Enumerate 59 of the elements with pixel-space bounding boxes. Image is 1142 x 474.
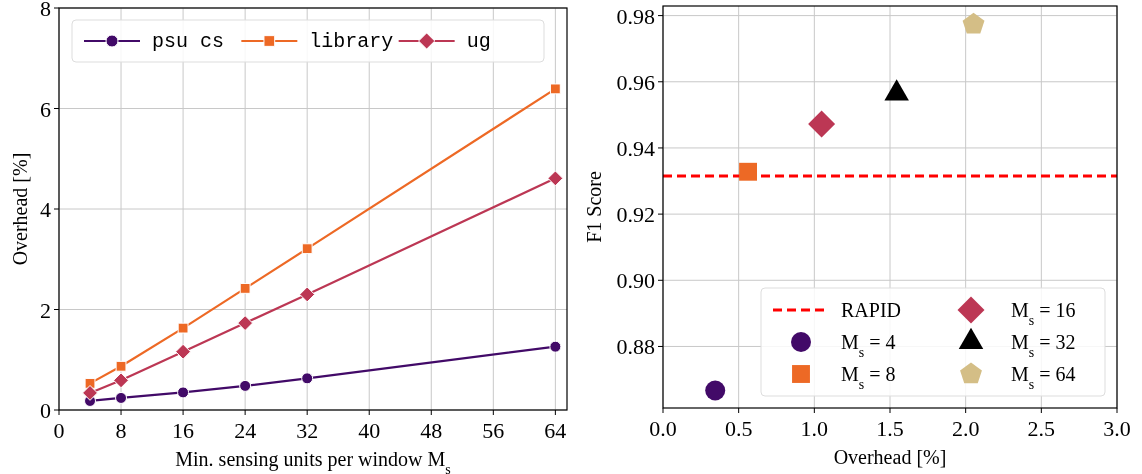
y-tick-label: 4	[40, 197, 51, 222]
x-tick-label: 64	[544, 418, 567, 443]
legend-label: ug	[466, 30, 491, 53]
y-tick-label: 0.94	[616, 135, 655, 161]
x-tick-label: 24	[234, 418, 257, 443]
point	[115, 391, 128, 404]
y-axis-title: F1 Score	[583, 171, 605, 243]
x-tick-label: 3.0	[1103, 416, 1131, 441]
point	[301, 372, 314, 385]
y-tick-label: 6	[40, 96, 51, 122]
x-tick-label: 0.0	[649, 416, 677, 441]
x-tick-label: 16	[172, 418, 195, 443]
point	[177, 322, 189, 334]
x-tick-label: 2.0	[951, 416, 980, 441]
y-tick-label: 0.88	[616, 334, 655, 360]
point	[549, 340, 562, 353]
legend-label: RAPID	[841, 299, 902, 321]
y-tick-label: 0.92	[616, 202, 655, 228]
point	[82, 384, 98, 401]
point	[705, 380, 726, 401]
point	[113, 372, 129, 389]
x-tick-label: 2.5	[1027, 416, 1056, 441]
legend-label: library	[309, 30, 394, 53]
y-tick-label: 2	[40, 297, 51, 323]
point	[549, 83, 561, 95]
legend-label: M$_{s}$ = 64	[1011, 363, 1076, 392]
y-tick-label: 0	[40, 398, 51, 423]
y-axis-title: Overhead [%]	[9, 152, 31, 266]
x-axis-title: Min. sensing units per window M$_{s}$	[175, 448, 451, 474]
point	[237, 315, 254, 331]
legend-label: M$_{s}$ = 4	[841, 331, 896, 360]
point	[239, 282, 251, 294]
y-tick-label: 8	[40, 0, 51, 21]
point	[547, 170, 564, 187]
x-tick-label: 56	[482, 418, 505, 443]
x-tick-label: 32	[296, 418, 319, 443]
y-tick-label: 0.98	[616, 3, 655, 29]
x-tick-label: 1.0	[800, 416, 829, 441]
y-tick-label: 0.96	[616, 69, 655, 95]
legend-label: psu cs	[152, 30, 225, 53]
point	[115, 360, 127, 372]
x-axis-title: Overhead [%]	[833, 446, 947, 468]
x-tick-label: 0.5	[724, 416, 753, 441]
legend-label: M$_{s}$ = 16	[1011, 299, 1076, 328]
x-tick-label: 48	[420, 418, 443, 443]
point	[239, 379, 252, 392]
x-tick-label: 40	[358, 418, 381, 443]
point	[962, 12, 985, 34]
point	[175, 343, 192, 360]
x-tick-label: 1.5	[876, 416, 904, 441]
y-tick-label: 0.90	[616, 268, 655, 294]
legend-label: M$_{s}$ = 32	[1011, 331, 1076, 360]
point	[739, 162, 757, 181]
point	[808, 110, 836, 138]
point	[301, 243, 313, 255]
point	[177, 386, 190, 399]
legend-label: M$_{s}$ = 8	[841, 363, 896, 392]
point	[299, 286, 316, 303]
x-tick-label: 8	[115, 418, 127, 443]
